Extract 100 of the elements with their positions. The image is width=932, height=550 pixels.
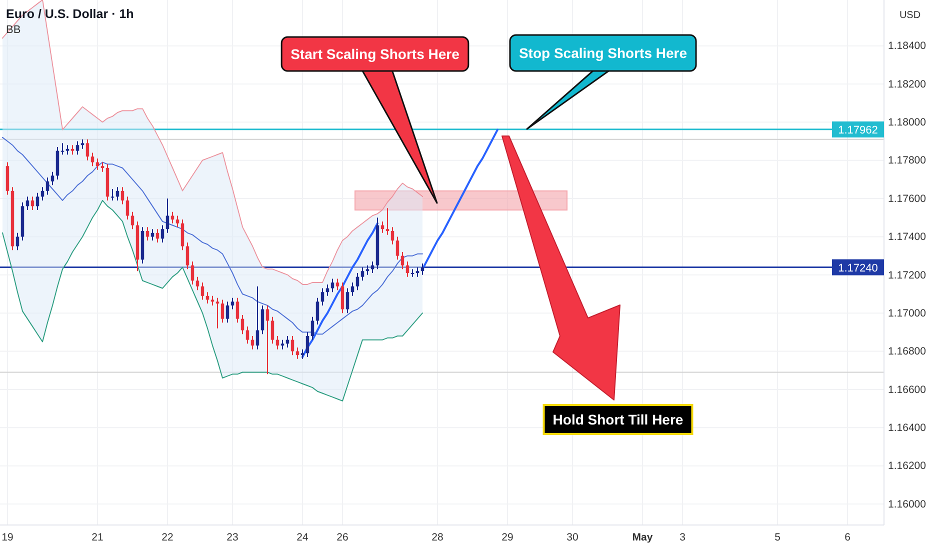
candlestick — [230, 297, 234, 310]
y-axis-title: USD — [899, 10, 921, 21]
annotation: Stop Scaling Shorts Here — [518, 45, 688, 61]
x-tick-label: May — [632, 531, 653, 544]
candlestick — [266, 304, 270, 375]
candlestick — [146, 226, 150, 242]
candlestick — [180, 219, 184, 251]
candlestick — [76, 140, 80, 156]
line-series — [2, 136, 423, 335]
x-tick-label: 28 — [432, 531, 444, 544]
candlestick — [340, 282, 344, 314]
candlestick — [126, 196, 130, 220]
candlestick — [400, 252, 404, 270]
x-tick-label: 3 — [680, 531, 686, 544]
candlestick — [216, 297, 220, 329]
candlestick — [110, 188, 114, 201]
candlestick — [270, 316, 274, 344]
x-tick-label: 21 — [92, 531, 104, 544]
y-tick-label: 1.16600 — [888, 384, 926, 396]
y-tick-label: 1.16200 — [888, 460, 926, 472]
line-series — [2, 0, 423, 285]
candlestick — [26, 196, 30, 210]
candlestick — [90, 152, 94, 167]
candlestick — [130, 211, 134, 230]
candlestick — [16, 232, 20, 251]
x-tick-label: 19 — [2, 531, 14, 544]
candlestick — [366, 264, 370, 276]
x-tick-label: 26 — [336, 531, 348, 544]
candlestick — [100, 162, 104, 172]
candlestick — [196, 276, 200, 291]
candlestick — [396, 236, 400, 260]
y-tick-label: 1.17000 — [888, 307, 926, 320]
candlestick — [360, 266, 364, 282]
candlestick — [186, 242, 190, 270]
candlestick — [80, 138, 84, 150]
candlestick — [220, 299, 224, 324]
text: Euro / U.S. Dollar · 1h — [6, 7, 134, 21]
candlestick — [166, 198, 170, 234]
candlestick — [410, 268, 414, 278]
y-tick-label: 1.17600 — [888, 192, 926, 205]
candlestick — [160, 224, 164, 243]
candlestick — [120, 186, 124, 205]
candlestick — [356, 272, 360, 291]
text: BB — [6, 24, 21, 36]
candlestick — [176, 215, 180, 228]
line-series — [2, 200, 423, 402]
candlestick — [40, 186, 44, 201]
candlestick — [346, 288, 350, 314]
x-tick-label: 23 — [226, 531, 238, 544]
candlestick — [290, 336, 294, 356]
candlestick — [200, 282, 204, 300]
x-tick-label: 24 — [296, 531, 308, 544]
candlestick — [316, 297, 320, 326]
y-tick-label: 1.18400 — [888, 40, 926, 52]
y-tick-label: 1.16800 — [888, 346, 926, 358]
candlestick — [260, 304, 264, 335]
candlestick — [36, 192, 40, 210]
candlestick — [306, 332, 310, 358]
candlestick — [156, 228, 160, 243]
x-tick-label: 6 — [844, 531, 851, 544]
x-tick-label: 30 — [566, 531, 578, 544]
candlestick — [210, 295, 214, 306]
candlestick — [386, 208, 390, 236]
candlestick — [50, 171, 54, 186]
candlestick — [116, 186, 120, 201]
line-series — [422, 128, 498, 270]
candlestick — [170, 211, 174, 224]
candlestick — [336, 278, 340, 291]
candlestick — [66, 144, 70, 156]
candlestick — [300, 348, 304, 360]
candlestick — [276, 336, 280, 350]
candlestick — [236, 297, 240, 324]
x-tick-label: 29 — [502, 531, 514, 544]
line-series — [302, 222, 378, 358]
candlestick — [350, 282, 354, 296]
candlestick — [190, 261, 194, 285]
annotation: Hold Short Till Here — [552, 412, 684, 428]
ref-line-label: 1.17240 — [838, 262, 878, 274]
annotation: Start Scaling Shorts Here — [290, 46, 460, 62]
x-tick-label: 22 — [162, 531, 174, 544]
candlestick — [310, 316, 314, 340]
x-tick-label: 5 — [774, 531, 781, 544]
y-tick-label: 1.17200 — [888, 269, 926, 282]
candlestick — [320, 288, 324, 306]
y-tick-label: 1.18200 — [888, 78, 926, 90]
y-tick-label: 1.16400 — [888, 422, 926, 434]
candlestick — [60, 142, 64, 156]
candlestick — [86, 138, 90, 161]
candlestick — [30, 196, 34, 210]
candlestick — [280, 339, 284, 350]
y-tick-label: 1.17800 — [888, 154, 926, 167]
y-tick-label: 1.18000 — [888, 116, 926, 129]
candlestick — [70, 144, 74, 156]
y-tick-label: 1.17400 — [888, 231, 926, 244]
candlestick — [226, 301, 230, 324]
candlestick — [256, 286, 260, 350]
ref-line-label: 1.17962 — [838, 124, 878, 136]
candlestick — [46, 177, 50, 196]
candlestick — [330, 278, 334, 293]
candlestick — [390, 226, 394, 245]
